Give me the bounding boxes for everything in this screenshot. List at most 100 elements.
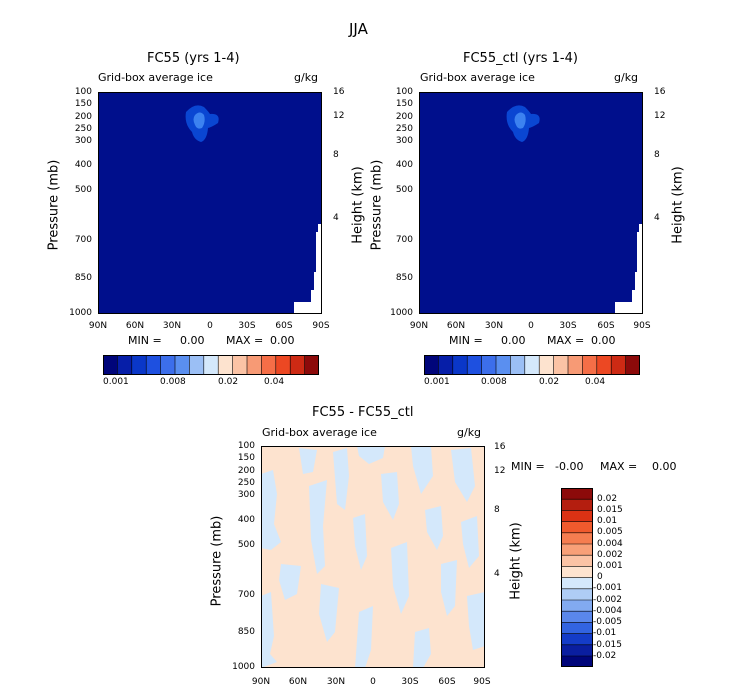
min-label: MIN = [128, 334, 162, 347]
units-label: g/kg [614, 71, 639, 84]
panel-subtitle: Grid-box average ice [98, 71, 213, 84]
colorbar-swatch [561, 544, 593, 556]
y-tick-label: 150 [237, 453, 255, 463]
x-tick-label: 30S [401, 677, 419, 687]
dark-blue-field [419, 92, 643, 314]
y-tick-label: 400 [237, 515, 255, 525]
colorbar-swatch [561, 656, 593, 667]
colorbar-dividers [438, 355, 626, 375]
colorbar-swatch [561, 611, 593, 623]
y-tick-label: 250 [237, 478, 255, 488]
colorbar-label: -0.015 [593, 640, 623, 650]
peach-field [261, 446, 485, 668]
colorbar-frame [424, 355, 640, 375]
height-tick-label: 4 [654, 213, 660, 223]
colorbar-swatch [561, 644, 593, 656]
max-value: 0.00 [591, 334, 616, 347]
x-tick-label: 90S [633, 321, 651, 331]
y-tick-label: 1000 [69, 308, 92, 318]
colorbar-label: 0.015 [597, 505, 623, 515]
colorbar-dividers [117, 355, 305, 375]
colorbar-swatch [467, 355, 482, 375]
colorbar-swatch [189, 355, 204, 375]
max-label: MAX = [226, 334, 264, 347]
x-tick-label: 30N [162, 321, 182, 331]
y-tick-label: 1000 [390, 308, 413, 318]
height-tick-label: 16 [654, 87, 666, 97]
colorbar-label: 0.008 [481, 377, 507, 387]
plot-frame [419, 92, 643, 314]
plot-area [98, 92, 322, 314]
panel-title: FC55 - FC55_ctl [312, 405, 414, 420]
height-axis-label: Height (km) [670, 166, 686, 244]
colorbar-swatch [103, 355, 118, 375]
colorbar-swatch [561, 499, 593, 511]
plot-frame [98, 92, 322, 314]
height-tick-label: 8 [654, 150, 660, 160]
y-tick-label: 500 [74, 185, 92, 195]
x-tick-label: 60N [125, 321, 145, 331]
y-tick-label: 500 [395, 185, 413, 195]
x-tick-label: 0 [528, 321, 534, 331]
pressure-axis-label: Pressure (mb) [46, 159, 62, 251]
x-tick-label: 90S [312, 321, 330, 331]
colorbar-swatch [596, 355, 612, 375]
colorbar-swatch [261, 355, 276, 375]
y-tick-label: 100 [74, 87, 92, 97]
x-tick-label: 60S [597, 321, 615, 331]
colorbar-swatch [438, 355, 453, 375]
x-tick-label: 30S [238, 321, 256, 331]
colorbar-swatch [175, 355, 190, 375]
max-value: 0.00 [270, 334, 295, 347]
colorbar-label: -0.004 [593, 606, 623, 616]
colorbar-label: 0.04 [585, 377, 606, 387]
x-tick-label: 90N [88, 321, 108, 331]
colorbar-swatch [582, 355, 597, 375]
colorbar-swatch [561, 588, 593, 600]
height-tick-label: 12 [333, 111, 345, 121]
negative-difference-regions [261, 446, 485, 668]
diff-colorbar [561, 488, 593, 667]
colorbar-swatch [553, 355, 568, 375]
colorbar-label: 0.002 [597, 550, 623, 560]
x-tick-label: 30S [559, 321, 577, 331]
min-label: MIN = [511, 460, 545, 473]
height-tick-label: 8 [494, 505, 500, 515]
colorbar-label: 0.008 [160, 377, 186, 387]
y-tick-label: 200 [237, 466, 255, 476]
colorbar-label: 0.02 [539, 377, 560, 387]
colorbar [424, 355, 640, 375]
min-value: 0.00 [501, 334, 526, 347]
y-tick-label: 200 [395, 112, 413, 122]
colorbar-frame [561, 488, 593, 667]
y-tick-label: 850 [74, 273, 92, 283]
colorbar-label: 0.001 [424, 377, 450, 387]
x-tick-label: 60N [446, 321, 466, 331]
y-tick-label: 500 [237, 540, 255, 550]
x-tick-label: 90N [251, 677, 271, 687]
y-tick-label: 150 [74, 99, 92, 109]
colorbar-swatch [290, 355, 305, 375]
bottom-right-missing-area [615, 224, 643, 314]
y-tick-label: 1000 [232, 662, 255, 672]
colorbar-swatch [247, 355, 262, 375]
colorbar-frame [103, 355, 319, 375]
min-value: 0.00 [180, 334, 205, 347]
colorbar-label: 0.04 [264, 377, 285, 387]
min-value: -0.00 [555, 460, 584, 473]
x-tick-label: 60S [275, 321, 293, 331]
colorbar-swatch [232, 355, 247, 375]
height-tick-label: 16 [333, 87, 345, 97]
height-axis-label: Height (km) [508, 522, 524, 600]
panel-subtitle: Grid-box average ice [262, 426, 377, 439]
height-tick-label: 12 [654, 111, 666, 121]
plot-frame [261, 446, 485, 668]
colorbar-swatch [275, 355, 291, 375]
x-tick-label: 0 [207, 321, 213, 331]
panel-title: FC55 (yrs 1-4) [147, 51, 240, 66]
colorbar-swatch [611, 355, 626, 375]
y-tick-label: 850 [395, 273, 413, 283]
colorbar-swatch [625, 355, 640, 375]
colorbar-label: -0.005 [593, 617, 623, 627]
colorbar-swatch [524, 355, 540, 375]
